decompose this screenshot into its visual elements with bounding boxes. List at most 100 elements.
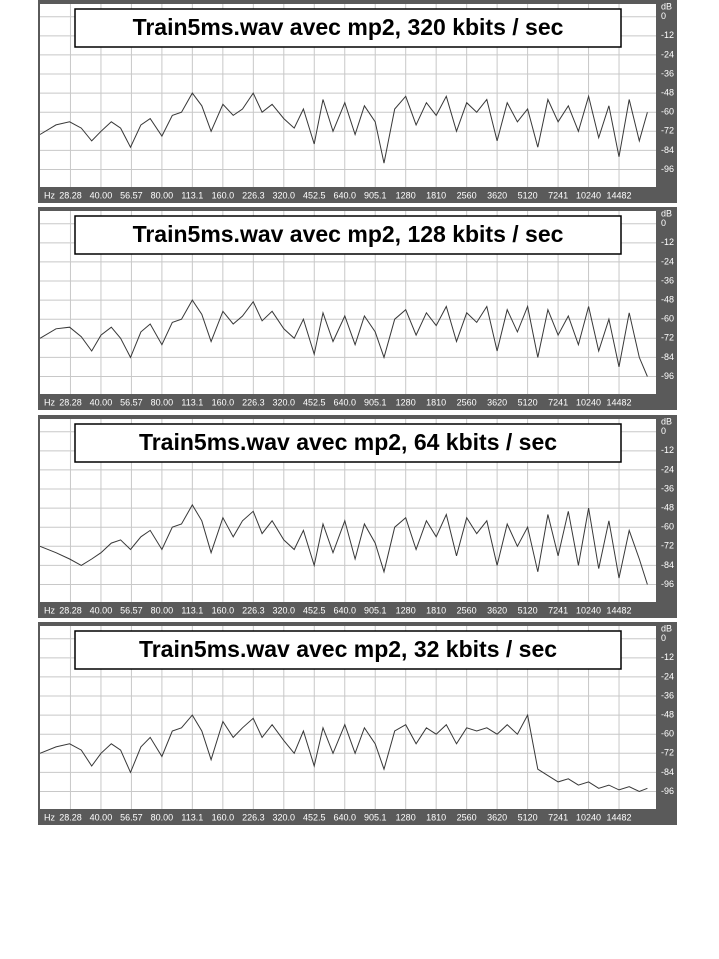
x-tick-label: 14482 xyxy=(607,605,632,615)
x-tick-label: 1810 xyxy=(426,605,446,615)
x-tick-label: 113.1 xyxy=(181,190,203,200)
x-tick-label: 113.1 xyxy=(181,812,203,822)
y-tick-label: -84 xyxy=(661,560,674,570)
y-tick-label: -12 xyxy=(661,652,674,662)
y-tick-label: -36 xyxy=(661,690,674,700)
x-tick-label: 14482 xyxy=(607,190,632,200)
y-tick-label: -60 xyxy=(661,522,674,532)
x-tick-label: 226.3 xyxy=(242,605,265,615)
x-tick-label: 28.28 xyxy=(59,397,82,407)
x-tick-label: 226.3 xyxy=(242,812,265,822)
x-tick-label: 3620 xyxy=(487,190,507,200)
y-tick-label: -36 xyxy=(661,275,674,285)
x-tick-label: 3620 xyxy=(487,397,507,407)
x-tick-label: 28.28 xyxy=(59,812,82,822)
y-tick-label: -72 xyxy=(661,126,674,136)
spectrum-line xyxy=(39,503,648,585)
x-tick-label: 7241 xyxy=(548,190,568,200)
y-tick-label: -96 xyxy=(661,786,674,796)
y-tick-label: -24 xyxy=(661,49,674,59)
chart-title: Train5ms.wav avec mp2, 128 kbits / sec xyxy=(133,221,564,247)
x-tick-label: 56.57 xyxy=(120,397,143,407)
y-tick-label: -48 xyxy=(661,87,674,97)
x-tick-label: 5120 xyxy=(518,605,538,615)
chart-title: Train5ms.wav avec mp2, 32 kbits / sec xyxy=(139,636,557,662)
x-tick-label: 1280 xyxy=(396,812,416,822)
title-box xyxy=(74,215,622,255)
spectrum-line xyxy=(39,713,648,793)
y-tick-label: -12 xyxy=(661,237,674,247)
x-tick-label: 80.00 xyxy=(151,397,174,407)
y-tick-label: -72 xyxy=(661,541,674,551)
x-tick-label: 905.1 xyxy=(364,190,387,200)
chart-title: Train5ms.wav avec mp2, 64 kbits / sec xyxy=(139,429,557,455)
chart-title: Train5ms.wav avec mp2, 320 kbits / sec xyxy=(133,14,564,40)
x-tick-label: 3620 xyxy=(487,605,507,615)
y-tick-label: -60 xyxy=(661,729,674,739)
x-tick-label: 80.00 xyxy=(151,812,174,822)
x-unit: Hz xyxy=(44,812,55,822)
y-unit: dB xyxy=(661,416,672,426)
y-tick-label: -48 xyxy=(661,502,674,512)
x-tick-label: 905.1 xyxy=(364,397,387,407)
x-tick-label: 7241 xyxy=(548,397,568,407)
x-tick-label: 226.3 xyxy=(242,190,265,200)
x-tick-label: 28.28 xyxy=(59,190,82,200)
x-tick-label: 2560 xyxy=(457,190,477,200)
x-tick-label: 1280 xyxy=(396,190,416,200)
x-tick-label: 80.00 xyxy=(151,190,174,200)
x-tick-label: 160.0 xyxy=(212,812,235,822)
x-tick-label: 2560 xyxy=(457,605,477,615)
y-tick-label: -72 xyxy=(661,333,674,343)
y-tick-label: -36 xyxy=(661,68,674,78)
x-tick-label: 10240 xyxy=(576,397,601,407)
x-tick-label: 5120 xyxy=(518,812,538,822)
y-tick-label: -84 xyxy=(661,767,674,777)
y-tick-label: 0 xyxy=(661,426,666,436)
x-tick-label: 40.00 xyxy=(90,812,113,822)
y-tick-label: -84 xyxy=(661,145,674,155)
y-unit: dB xyxy=(661,623,672,633)
spectrum-line xyxy=(39,92,648,164)
x-tick-label: 40.00 xyxy=(90,605,113,615)
x-tick-label: 80.00 xyxy=(151,605,174,615)
x-tick-label: 56.57 xyxy=(120,812,143,822)
x-tick-label: 28.28 xyxy=(59,605,82,615)
y-tick-label: -72 xyxy=(661,748,674,758)
x-tick-label: 640.0 xyxy=(333,605,356,615)
y-unit: dB xyxy=(661,1,672,11)
y-tick-label: -24 xyxy=(661,464,674,474)
y-tick-label: -96 xyxy=(661,164,674,174)
x-tick-label: 1810 xyxy=(426,397,446,407)
y-unit: dB xyxy=(661,208,672,218)
y-tick-label: -96 xyxy=(661,579,674,589)
x-tick-label: 1810 xyxy=(426,812,446,822)
x-tick-label: 452.5 xyxy=(303,397,326,407)
x-tick-label: 10240 xyxy=(576,190,601,200)
title-box xyxy=(74,630,622,670)
x-tick-label: 320.0 xyxy=(273,812,296,822)
y-tick-label: -12 xyxy=(661,30,674,40)
x-tick-label: 452.5 xyxy=(303,190,326,200)
x-tick-label: 160.0 xyxy=(212,397,235,407)
x-unit: Hz xyxy=(44,190,55,200)
x-unit: Hz xyxy=(44,397,55,407)
x-tick-label: 905.1 xyxy=(364,812,387,822)
x-tick-label: 2560 xyxy=(457,397,477,407)
x-tick-label: 40.00 xyxy=(90,190,113,200)
x-tick-label: 452.5 xyxy=(303,605,326,615)
x-tick-label: 113.1 xyxy=(181,397,203,407)
x-tick-label: 1280 xyxy=(396,397,416,407)
y-tick-label: -60 xyxy=(661,107,674,117)
y-tick-label: -24 xyxy=(661,256,674,266)
x-tick-label: 160.0 xyxy=(212,605,235,615)
x-tick-label: 14482 xyxy=(607,397,632,407)
x-unit: Hz xyxy=(44,605,55,615)
y-tick-label: -48 xyxy=(661,709,674,719)
x-tick-label: 2560 xyxy=(457,812,477,822)
x-tick-label: 7241 xyxy=(548,605,568,615)
y-tick-label: -60 xyxy=(661,314,674,324)
spectrum-line xyxy=(39,299,648,377)
